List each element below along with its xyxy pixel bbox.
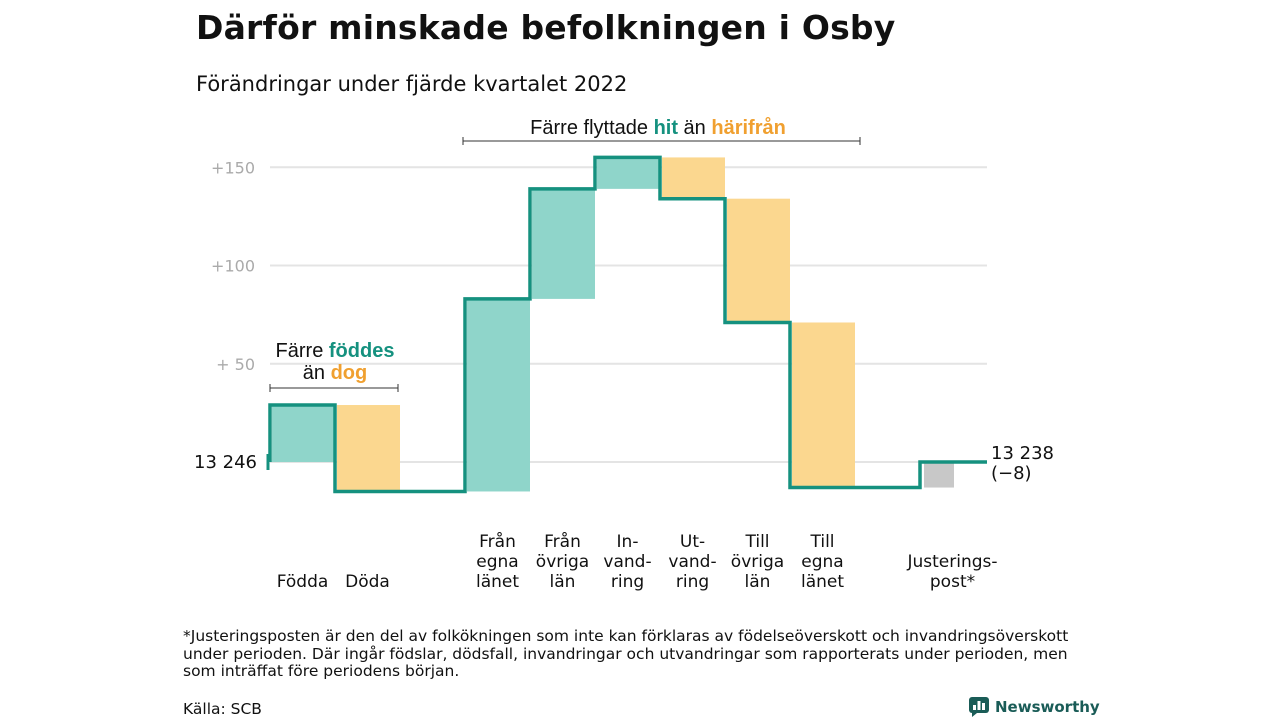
cumulative-step-line [268,155,987,494]
annotation-span: härifrån [711,116,785,139]
y-tick-label: + 50 [216,355,255,374]
bar [924,462,954,488]
category-label: Döda [345,572,390,592]
bar [337,405,400,492]
category-label: länet [476,572,519,592]
bar [662,157,725,199]
category-label: övriga [731,552,784,572]
annotation-span: Färre [276,340,329,362]
category-label: post* [930,572,975,592]
chart-subtitle: Förändringar under fjärde kvartalet 2022 [196,72,628,96]
category-label: Födda [277,572,329,592]
category-label: Från [544,531,581,552]
end-value-label: 13 238 [991,443,1054,464]
bar-chart-icon [969,697,989,717]
annotation-text: Färre föddes [276,340,395,362]
end-value-label: (−8) [991,463,1032,484]
category-label: länet [801,572,844,592]
category-label: ring [676,572,709,592]
category-label: Från [479,531,516,552]
category-label: In- [617,532,639,552]
bar [792,322,855,488]
category-label: egna [801,552,843,572]
annotation-span: Färre flyttade [530,117,653,139]
annotation-span: föddes [329,340,395,362]
category-label: Till [809,532,834,552]
footnote: *Justeringsposten är den del av folkökni… [183,627,1069,680]
newsworthy-logo: Newsworthy [969,697,1100,717]
bar [467,298,530,492]
waterfall-chart: +150 +100 + 50 13 246 13 238(−8) Födda Döda Frå… [194,116,1054,592]
category-label: övriga [536,552,589,572]
bar [727,198,790,323]
logo-text: Newsworthy [995,698,1100,716]
category-label: Ut- [680,532,705,552]
chart-title: Därför minskade befolkningen i Osby [196,8,896,47]
annotation-span: dog [331,362,368,384]
category-label: ring [611,572,644,592]
source-note: Källa: SCB [183,700,262,718]
y-tick-label: +150 [211,158,255,177]
annotation-text: Färre flyttade hit än härifrån [530,116,786,139]
y-tick-label: +100 [211,257,255,276]
annotation-span: hit [654,117,679,139]
bar [272,405,335,462]
category-label: Till [744,532,769,552]
annotation-span: än [303,362,331,384]
bar [532,188,595,299]
category-label: län [745,572,771,592]
category-label: vand- [603,552,651,572]
bar [597,157,660,189]
category-label: län [550,572,576,592]
start-value-label: 13 246 [194,452,257,473]
annotation-span: än [678,117,711,139]
annotation-text: än dog [303,362,367,384]
category-label: vand- [668,552,716,572]
category-label: egna [476,552,518,572]
category-label: Justerings- [906,552,997,572]
